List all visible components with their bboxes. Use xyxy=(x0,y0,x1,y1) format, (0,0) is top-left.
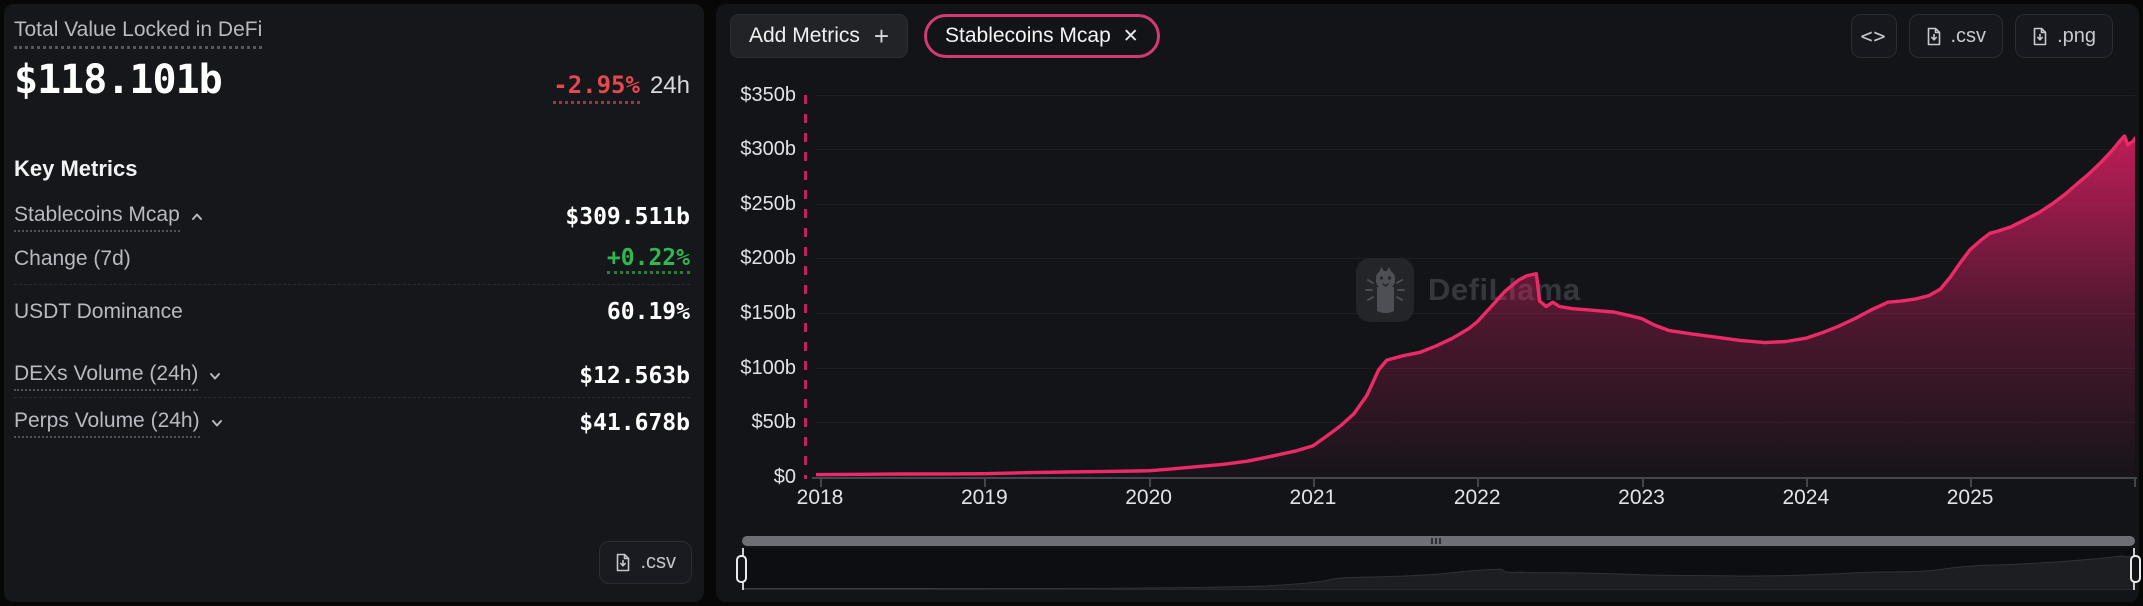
tvl-change-period: 24h xyxy=(649,72,690,99)
y-axis-label: $150b xyxy=(740,302,796,325)
datazoom-left-handle[interactable] xyxy=(736,555,747,583)
active-metric-pill[interactable]: Stablecoins Mcap ✕ xyxy=(924,14,1160,58)
chevron-down-icon xyxy=(211,420,222,427)
x-axis-label: 2025 xyxy=(1946,486,1994,509)
tvl-title[interactable]: Total Value Locked in DeFi xyxy=(14,18,263,49)
y-axis-label: $0 xyxy=(773,466,796,488)
file-download-icon xyxy=(617,553,630,572)
stablecoins-mcap-area-chart[interactable] xyxy=(816,80,2135,478)
x-axis-label: 2022 xyxy=(1453,486,1501,509)
metric-label: USDT Dominance xyxy=(14,300,183,323)
close-icon[interactable]: ✕ xyxy=(1122,25,1139,47)
y-axis-label: $350b xyxy=(740,83,796,106)
tvl-value: $118.101b xyxy=(14,57,223,103)
metric-row-stablecoins-mcap[interactable]: Stablecoins Mcap $309.511b xyxy=(14,202,690,232)
gridline xyxy=(816,94,2135,96)
y-axis-label: $50b xyxy=(751,411,797,434)
x-axis-label: 2019 xyxy=(960,486,1008,509)
x-axis-tick xyxy=(1641,479,1644,487)
x-axis-tick xyxy=(1970,479,1973,487)
y-axis-label: $200b xyxy=(740,247,796,270)
data-start-dashed-line xyxy=(804,95,807,479)
metric-value: $12.563b xyxy=(579,363,690,389)
x-axis-tick xyxy=(1312,479,1315,487)
x-axis-label: 2020 xyxy=(1125,486,1172,509)
datazoom-right-handle[interactable] xyxy=(2130,555,2141,583)
metric-value: $41.678b xyxy=(579,410,690,436)
metric-label: Change (7d) xyxy=(14,247,131,270)
tvl-change-wrap: -2.95% 24h xyxy=(553,71,690,104)
x-axis-label: 2024 xyxy=(1782,486,1830,509)
metric-row-usdt-dominance: USDT Dominance 60.19% xyxy=(14,297,690,327)
metric-value: $309.511b xyxy=(565,204,690,230)
y-axis-label: $100b xyxy=(740,356,796,379)
x-axis-label: 2021 xyxy=(1289,486,1337,509)
x-axis-tick xyxy=(1805,479,1808,487)
metric-value: 60.19% xyxy=(606,299,690,325)
metric-label[interactable]: Stablecoins Mcap xyxy=(14,203,180,232)
file-download-icon xyxy=(1927,27,1940,45)
key-metrics-list: Stablecoins Mcap $309.511b Change (7d) +… xyxy=(14,202,690,438)
download-csv-button[interactable]: .csv xyxy=(599,541,692,584)
x-axis-line xyxy=(812,477,2137,479)
metric-row-dexs-volume[interactable]: DEXs Volume (24h) $12.563b xyxy=(14,361,690,391)
export-csv-button[interactable]: .csv xyxy=(1908,14,2004,58)
metric-label[interactable]: Perps Volume (24h) xyxy=(14,409,200,438)
row-divider xyxy=(14,284,690,285)
x-axis-tick xyxy=(1148,479,1151,487)
export-png-label: .png xyxy=(2057,24,2096,47)
export-csv-label: .csv xyxy=(1950,24,1987,47)
metric-row-perps-volume[interactable]: Perps Volume (24h) $41.678b xyxy=(14,408,690,438)
add-metrics-label: Add Metrics xyxy=(749,24,860,47)
chevron-down-icon xyxy=(210,373,221,380)
key-metrics-heading: Key Metrics xyxy=(14,156,138,181)
x-axis-tick xyxy=(1477,479,1480,487)
file-download-icon xyxy=(2033,27,2047,45)
x-axis-tick xyxy=(820,479,822,487)
chevron-up-icon xyxy=(191,213,202,220)
add-metrics-button[interactable]: Add Metrics + xyxy=(730,14,909,58)
chart-scrollbar[interactable] xyxy=(742,536,2135,546)
x-axis-label: 2018 xyxy=(796,486,844,509)
x-axis-tick xyxy=(984,479,987,487)
y-axis-label: $250b xyxy=(740,192,796,215)
tvl-change-24h[interactable]: -2.95% xyxy=(553,71,640,104)
active-metric-pill-label: Stablecoins Mcap xyxy=(945,24,1111,47)
gridline xyxy=(816,258,2135,260)
area-fill xyxy=(816,136,2135,477)
y-axis-label: $300b xyxy=(740,138,796,161)
metric-value[interactable]: +0.22% xyxy=(606,245,690,274)
x-axis-label: 2023 xyxy=(1618,486,1665,509)
plus-icon: + xyxy=(873,21,890,51)
export-png-button[interactable]: .png xyxy=(2015,14,2113,58)
x-axis-tick xyxy=(2134,479,2137,487)
chart-panel: Add Metrics + Stablecoins Mcap ✕ <> .csv… xyxy=(716,4,2141,602)
series-line xyxy=(816,134,2135,477)
gridline xyxy=(816,149,2135,151)
tvl-summary-panel: Total Value Locked in DeFi $118.101b -2.… xyxy=(4,4,704,602)
code-icon: <> xyxy=(1860,24,1887,48)
gridline xyxy=(816,313,2135,315)
datazoom-minimap[interactable] xyxy=(736,548,2141,591)
minimap-silhouette xyxy=(741,555,2136,591)
metric-label[interactable]: DEXs Volume (24h) xyxy=(14,362,199,391)
gridline xyxy=(816,203,2135,205)
metric-row-change-7d: Change (7d) +0.22% xyxy=(14,244,690,274)
scrollbar-grip[interactable] xyxy=(1430,538,1441,544)
export-toolbar: <> .csv .png xyxy=(1850,14,2113,58)
csv-button-label: .csv xyxy=(640,551,676,573)
embed-chart-button[interactable]: <> xyxy=(1850,14,1897,58)
row-divider xyxy=(14,397,690,398)
tvl-value-row: $118.101b -2.95% 24h xyxy=(14,57,690,104)
